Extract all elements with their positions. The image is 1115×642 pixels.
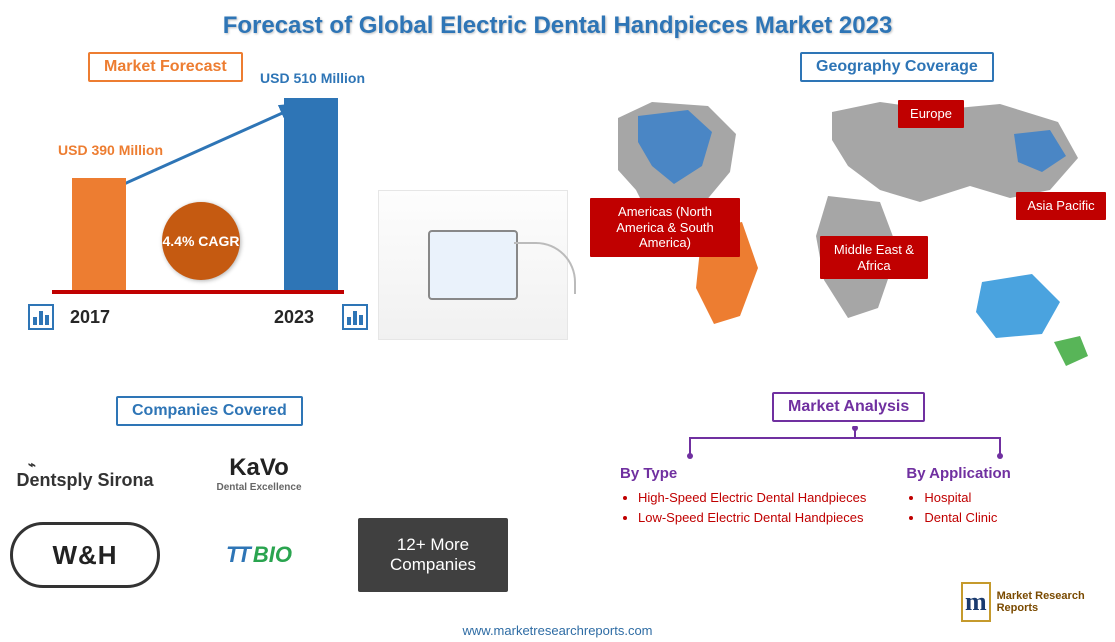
market-analysis: By Type High-Speed Electric Dental Handpi… [620,426,1090,527]
forecast-bar-2017 [72,178,126,290]
company-logo-wh: W&H [10,522,160,588]
region-tag: Middle East & Africa [820,236,928,279]
market-forecast-label: Market Forecast [88,52,243,82]
companies-covered-label: Companies Covered [116,396,303,426]
year-2017-label: 2017 [70,307,110,328]
analysis-item: Low-Speed Electric Dental Handpieces [638,508,866,528]
analysis-list: HospitalDental Clinic [906,488,1010,527]
region-tag: Asia Pacific [1016,192,1106,220]
more-companies-badge: 12+ More Companies [358,518,508,592]
company-logo-kavo: KaVo Dental Excellence [184,440,334,506]
company-logo-ttbio: TTBIO [184,522,334,588]
analysis-heading: By Application [906,465,1010,482]
analysis-item: Dental Clinic [924,508,1010,528]
forecast-chart: USD 390 Million USD 510 Million 4.4% CAG… [28,86,368,346]
region-tag: Europe [898,100,964,128]
companies-grid: ⌁ Dentsply Sirona KaVo Dental Excellence… [10,440,550,592]
geography-coverage-label: Geography Coverage [800,52,994,82]
year-2023-label: 2023 [274,307,314,328]
market-analysis-label: Market Analysis [772,392,925,422]
product-image [378,190,568,340]
device-screen-icon [428,230,518,300]
company-logo-dentsply: ⌁ Dentsply Sirona [10,440,160,506]
brand-logo: m Market Research Reports [961,578,1091,626]
analysis-connector-icon [620,426,1090,460]
analysis-column: By Type High-Speed Electric Dental Handpi… [620,465,866,527]
chart-baseline [52,290,344,294]
bar-chart-icon [28,304,54,330]
cagr-badge: 4.4% CAGR [162,202,240,280]
analysis-column: By Application HospitalDental Clinic [906,465,1010,527]
forecast-bar-2023 [284,98,338,290]
forecast-bar-2017-label: USD 390 Million [58,142,163,158]
forecast-bar-2023-label: USD 510 Million [260,70,365,86]
brand-logo-icon: m [961,582,991,622]
footer-url: www.marketresearchreports.com [0,623,1115,638]
region-tag: Americas (North America & South America) [590,198,740,257]
analysis-item: Hospital [924,488,1010,508]
bar-chart-icon [342,304,368,330]
page-title: Forecast of Global Electric Dental Handp… [0,0,1115,46]
analysis-list: High-Speed Electric Dental HandpiecesLow… [620,488,866,527]
analysis-item: High-Speed Electric Dental Handpieces [638,488,866,508]
analysis-heading: By Type [620,465,866,482]
